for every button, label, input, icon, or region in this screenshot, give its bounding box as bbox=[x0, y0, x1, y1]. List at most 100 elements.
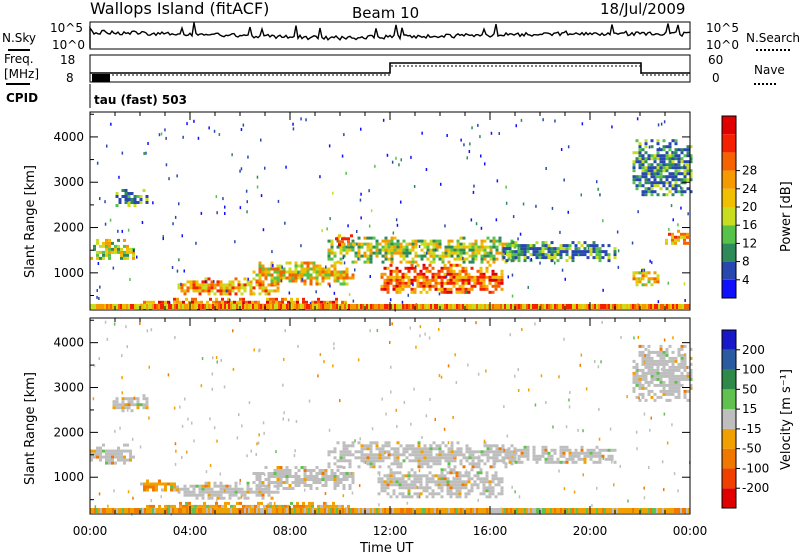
data-cell bbox=[315, 270, 319, 274]
data-cell bbox=[204, 286, 208, 290]
bottom-scatter bbox=[590, 508, 592, 513]
data-cell bbox=[234, 493, 238, 497]
data-cell bbox=[677, 163, 681, 167]
data-cell bbox=[683, 190, 687, 194]
data-cell bbox=[671, 392, 675, 396]
data-cell bbox=[386, 284, 390, 288]
data-cell bbox=[293, 504, 296, 508]
data-cell bbox=[686, 389, 690, 393]
noise-point bbox=[229, 298, 231, 302]
noise-point bbox=[333, 342, 335, 346]
bottom-scatter bbox=[562, 508, 564, 513]
data-cell bbox=[674, 139, 678, 143]
data-cell bbox=[291, 481, 295, 484]
data-cell bbox=[336, 273, 340, 277]
noise-point bbox=[443, 427, 446, 431]
data-cell bbox=[336, 478, 340, 481]
bottom-scatter bbox=[422, 508, 424, 513]
data-cell bbox=[683, 178, 687, 182]
bottom-scatter bbox=[146, 304, 148, 309]
data-cell bbox=[680, 190, 684, 194]
data-cell bbox=[102, 443, 105, 447]
data-cell bbox=[483, 254, 487, 258]
bottom-scatter bbox=[432, 304, 434, 309]
noise-point bbox=[601, 320, 603, 324]
data-cell bbox=[428, 471, 432, 475]
data-cell bbox=[90, 452, 93, 456]
data-cell bbox=[333, 487, 337, 490]
data-cell bbox=[333, 450, 337, 454]
bottom-scatter bbox=[336, 508, 338, 513]
noise-point bbox=[98, 492, 101, 496]
data-cell bbox=[372, 441, 376, 445]
data-cell bbox=[105, 455, 108, 459]
data-cell bbox=[273, 270, 277, 274]
data-cell bbox=[348, 484, 352, 487]
data-cell bbox=[399, 465, 403, 469]
data-cell bbox=[207, 493, 211, 497]
bottom-scatter bbox=[482, 304, 484, 309]
data-cell bbox=[252, 481, 256, 484]
data-cell bbox=[342, 450, 346, 454]
noise-point bbox=[385, 412, 387, 416]
data-cell bbox=[124, 397, 128, 401]
bottom-scatter bbox=[216, 508, 218, 513]
data-cell bbox=[680, 235, 683, 239]
data-cell bbox=[541, 451, 545, 455]
data-cell bbox=[258, 267, 262, 271]
data-cell bbox=[213, 286, 217, 290]
data-cell bbox=[285, 478, 289, 481]
data-cell bbox=[656, 383, 660, 387]
data-cell bbox=[387, 245, 391, 249]
data-cell bbox=[550, 460, 554, 464]
data-cell bbox=[182, 504, 185, 508]
noise-point bbox=[141, 221, 144, 224]
noise-point bbox=[609, 427, 612, 431]
data-cell bbox=[321, 267, 325, 271]
data-cell bbox=[497, 284, 501, 288]
data-cell bbox=[474, 254, 478, 258]
data-cell bbox=[407, 269, 411, 273]
data-cell bbox=[485, 486, 489, 490]
data-cell bbox=[173, 300, 176, 304]
data-cell bbox=[246, 283, 250, 287]
data-cell bbox=[674, 389, 678, 393]
data-cell bbox=[650, 139, 654, 143]
data-cell bbox=[491, 284, 495, 288]
data-cell bbox=[338, 234, 341, 238]
data-cell bbox=[461, 287, 465, 291]
data-cell bbox=[459, 248, 463, 252]
data-cell bbox=[176, 300, 179, 304]
data-cell bbox=[500, 492, 504, 496]
data-cell bbox=[458, 483, 462, 487]
bottom-scatter bbox=[604, 508, 606, 513]
data-cell bbox=[464, 483, 468, 487]
data-cell bbox=[589, 457, 593, 461]
data-cell bbox=[315, 267, 319, 271]
data-cell bbox=[438, 447, 442, 451]
data-cell bbox=[203, 504, 206, 508]
bottom-scatter bbox=[368, 508, 370, 513]
data-cell bbox=[680, 377, 684, 381]
bottom-scatter bbox=[436, 508, 438, 513]
noise-point bbox=[577, 253, 580, 257]
bottom-scatter bbox=[618, 304, 620, 309]
data-cell bbox=[565, 460, 569, 464]
noise-point bbox=[475, 222, 478, 226]
data-cell bbox=[459, 459, 463, 463]
bottom-scatter bbox=[106, 304, 108, 309]
colorbar-swatch bbox=[722, 134, 736, 153]
data-cell bbox=[529, 247, 533, 251]
data-cell bbox=[417, 447, 421, 451]
data-cell bbox=[413, 275, 417, 279]
data-cell bbox=[306, 264, 310, 268]
data-cell bbox=[665, 392, 669, 396]
data-cell bbox=[264, 267, 268, 271]
noise-point bbox=[273, 501, 276, 505]
data-cell bbox=[311, 504, 314, 508]
data-cell bbox=[145, 397, 149, 401]
data-cell bbox=[659, 169, 663, 173]
data-cell bbox=[425, 489, 429, 493]
bottom-scatter bbox=[452, 304, 454, 309]
data-cell bbox=[380, 284, 384, 288]
